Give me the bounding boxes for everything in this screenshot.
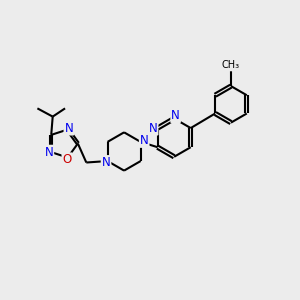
Text: O: O [62, 153, 72, 167]
Text: N: N [140, 134, 148, 147]
Text: N: N [64, 122, 73, 134]
Text: N: N [44, 146, 53, 159]
Text: N: N [102, 156, 110, 169]
Text: CH₃: CH₃ [222, 61, 240, 70]
Text: N: N [171, 109, 180, 122]
Text: N: N [149, 122, 158, 135]
